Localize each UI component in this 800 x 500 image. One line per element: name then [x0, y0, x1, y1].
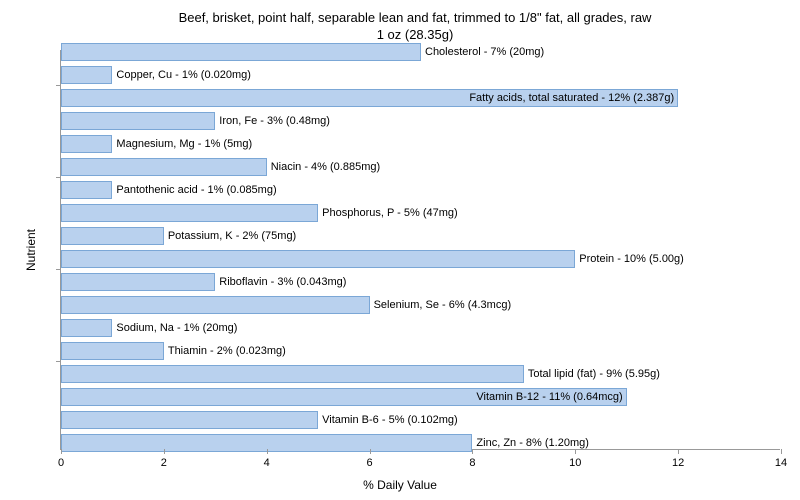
x-tick: [472, 449, 473, 454]
bar-label: Iron, Fe - 3% (0.48mg): [215, 115, 330, 127]
bar-row: Cholesterol - 7% (20mg): [61, 43, 421, 61]
bar-label: Cholesterol - 7% (20mg): [421, 46, 544, 58]
y-tick: [56, 177, 61, 178]
bar-label: Niacin - 4% (0.885mg): [267, 161, 380, 173]
bar-label: Selenium, Se - 6% (4.3mcg): [370, 299, 512, 311]
plot-area: Cholesterol - 7% (20mg)Copper, Cu - 1% (…: [60, 50, 780, 450]
nutrient-bar: [61, 227, 164, 245]
x-tick-label: 12: [672, 457, 684, 469]
nutrient-bar: [61, 158, 267, 176]
bar-row: Copper, Cu - 1% (0.020mg): [61, 66, 112, 84]
bar-row: Vitamin B-12 - 11% (0.64mcg): [61, 388, 627, 406]
chart-title-line2: 1 oz (28.35g): [50, 27, 780, 42]
nutrient-bar: [61, 135, 112, 153]
bar-row: Potassium, K - 2% (75mg): [61, 227, 164, 245]
nutrient-bar: [61, 273, 215, 291]
nutrient-bar-chart: Beef, brisket, point half, separable lea…: [0, 0, 800, 500]
bar-label: Protein - 10% (5.00g): [575, 253, 684, 265]
x-tick-label: 2: [161, 457, 167, 469]
bar-row: Protein - 10% (5.00g): [61, 250, 575, 268]
nutrient-bar: [61, 181, 112, 199]
nutrient-bar: [61, 43, 421, 61]
x-tick: [678, 449, 679, 454]
bar-row: Selenium, Se - 6% (4.3mcg): [61, 296, 370, 314]
bar-label: Sodium, Na - 1% (20mg): [112, 322, 237, 334]
x-tick: [575, 449, 576, 454]
nutrient-bar: [61, 112, 215, 130]
bar-label: Copper, Cu - 1% (0.020mg): [112, 69, 251, 81]
y-tick: [56, 85, 61, 86]
bar-row: Iron, Fe - 3% (0.48mg): [61, 112, 215, 130]
nutrient-bar: [61, 204, 318, 222]
bar-row: Niacin - 4% (0.885mg): [61, 158, 267, 176]
nutrient-bar: [61, 365, 524, 383]
x-tick-label: 0: [58, 457, 64, 469]
y-axis-label: Nutrient: [24, 229, 38, 271]
bar-label: Vitamin B-12 - 11% (0.64mcg): [476, 391, 622, 403]
bar-row: Total lipid (fat) - 9% (5.95g): [61, 365, 524, 383]
bars-container: Cholesterol - 7% (20mg)Copper, Cu - 1% (…: [61, 50, 780, 449]
x-tick: [370, 449, 371, 454]
nutrient-bar: [61, 250, 575, 268]
x-tick-label: 6: [367, 457, 373, 469]
bar-row: Sodium, Na - 1% (20mg): [61, 319, 112, 337]
bar-row: Riboflavin - 3% (0.043mg): [61, 273, 215, 291]
nutrient-bar: [61, 342, 164, 360]
y-tick: [56, 361, 61, 362]
nutrient-bar: [61, 66, 112, 84]
x-tick-label: 10: [569, 457, 581, 469]
bar-label: Potassium, K - 2% (75mg): [164, 230, 296, 242]
chart-title-line1: Beef, brisket, point half, separable lea…: [50, 10, 780, 25]
bar-label: Riboflavin - 3% (0.043mg): [215, 276, 346, 288]
x-axis-label: % Daily Value: [363, 478, 437, 492]
x-tick-label: 4: [264, 457, 270, 469]
x-tick: [781, 449, 782, 454]
x-tick-label: 14: [775, 457, 787, 469]
nutrient-bar: [61, 319, 112, 337]
x-tick: [267, 449, 268, 454]
bar-label: Magnesium, Mg - 1% (5mg): [112, 138, 252, 150]
nutrient-bar: [61, 296, 370, 314]
x-tick-label: 8: [469, 457, 475, 469]
bar-label: Zinc, Zn - 8% (1.20mg): [472, 437, 588, 449]
bar-label: Pantothenic acid - 1% (0.085mg): [112, 184, 276, 196]
bar-label: Total lipid (fat) - 9% (5.95g): [524, 368, 660, 380]
bar-label: Fatty acids, total saturated - 12% (2.38…: [469, 92, 674, 104]
bar-row: Thiamin - 2% (0.023mg): [61, 342, 164, 360]
bar-row: Fatty acids, total saturated - 12% (2.38…: [61, 89, 678, 107]
nutrient-bar: [61, 411, 318, 429]
bar-row: Phosphorus, P - 5% (47mg): [61, 204, 318, 222]
x-tick: [164, 449, 165, 454]
bar-label: Vitamin B-6 - 5% (0.102mg): [318, 414, 458, 426]
bar-label: Phosphorus, P - 5% (47mg): [318, 207, 458, 219]
bar-row: Magnesium, Mg - 1% (5mg): [61, 135, 112, 153]
bar-label: Thiamin - 2% (0.023mg): [164, 345, 286, 357]
x-tick: [61, 449, 62, 454]
bar-row: Vitamin B-6 - 5% (0.102mg): [61, 411, 318, 429]
bar-row: Pantothenic acid - 1% (0.085mg): [61, 181, 112, 199]
y-tick: [56, 269, 61, 270]
